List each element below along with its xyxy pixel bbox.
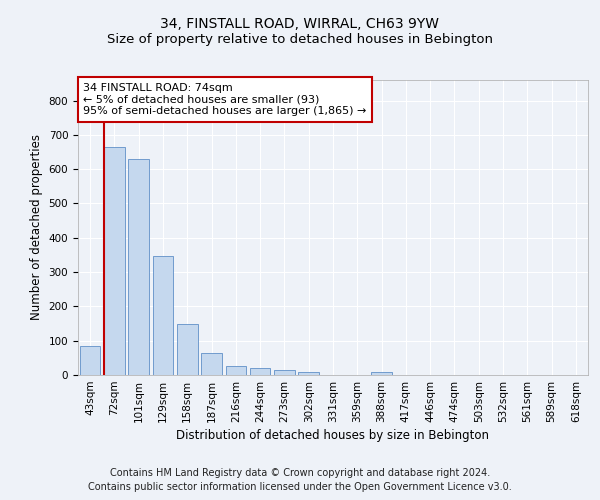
Bar [104,147,125,375]
Bar [80,346,100,375]
Bar [201,354,222,375]
Bar [298,372,319,375]
Text: 34, FINSTALL ROAD, WIRRAL, CH63 9YW: 34, FINSTALL ROAD, WIRRAL, CH63 9YW [161,18,439,32]
Y-axis label: Number of detached properties: Number of detached properties [30,134,43,320]
Bar [250,368,271,375]
Bar [274,370,295,375]
Text: 34 FINSTALL ROAD: 74sqm
← 5% of detached houses are smaller (93)
95% of semi-det: 34 FINSTALL ROAD: 74sqm ← 5% of detached… [83,83,367,116]
Bar [177,324,197,375]
Text: Contains HM Land Registry data © Crown copyright and database right 2024.
Contai: Contains HM Land Registry data © Crown c… [88,468,512,492]
Bar [128,159,149,375]
Bar [152,256,173,375]
Bar [371,372,392,375]
Bar [226,366,246,375]
Text: Size of property relative to detached houses in Bebington: Size of property relative to detached ho… [107,32,493,46]
X-axis label: Distribution of detached houses by size in Bebington: Distribution of detached houses by size … [176,429,490,442]
